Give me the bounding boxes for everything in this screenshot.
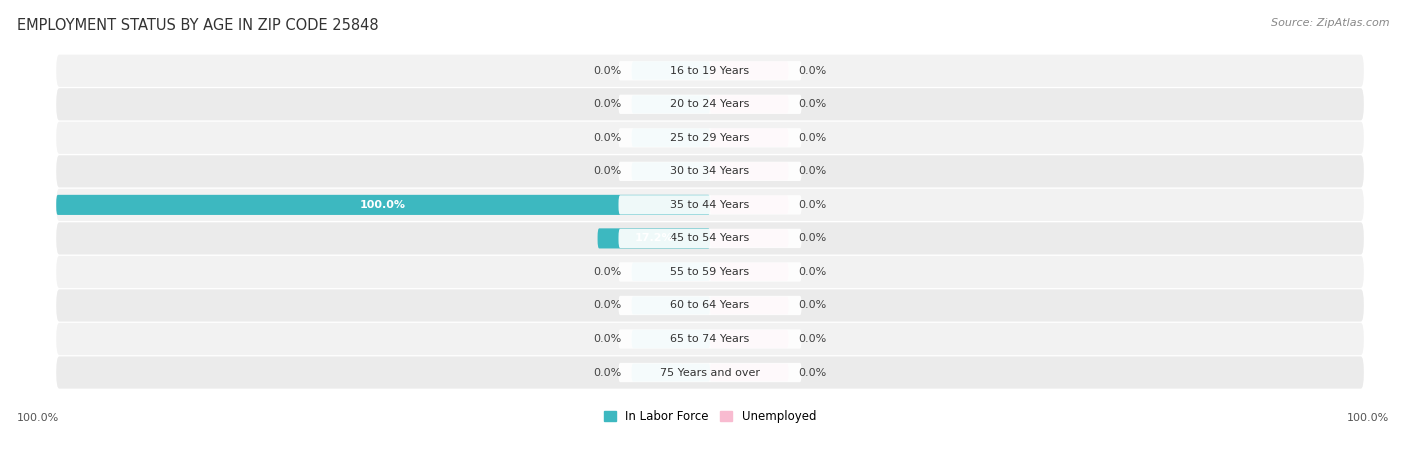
FancyBboxPatch shape bbox=[631, 162, 710, 180]
Text: 0.0%: 0.0% bbox=[593, 166, 621, 176]
Text: 0.0%: 0.0% bbox=[593, 301, 621, 310]
FancyBboxPatch shape bbox=[710, 230, 789, 248]
FancyBboxPatch shape bbox=[631, 330, 710, 348]
FancyBboxPatch shape bbox=[619, 296, 801, 315]
FancyBboxPatch shape bbox=[56, 289, 1364, 322]
Text: 16 to 19 Years: 16 to 19 Years bbox=[671, 66, 749, 76]
FancyBboxPatch shape bbox=[619, 329, 801, 349]
Text: 0.0%: 0.0% bbox=[593, 368, 621, 378]
Text: 100.0%: 100.0% bbox=[360, 200, 406, 210]
FancyBboxPatch shape bbox=[710, 263, 789, 281]
FancyBboxPatch shape bbox=[631, 129, 710, 147]
Text: 35 to 44 Years: 35 to 44 Years bbox=[671, 200, 749, 210]
Text: 0.0%: 0.0% bbox=[799, 133, 827, 143]
Text: 0.0%: 0.0% bbox=[593, 99, 621, 109]
Text: 0.0%: 0.0% bbox=[799, 66, 827, 76]
Text: 0.0%: 0.0% bbox=[799, 368, 827, 378]
FancyBboxPatch shape bbox=[631, 263, 710, 281]
Text: 25 to 29 Years: 25 to 29 Years bbox=[671, 133, 749, 143]
Text: 0.0%: 0.0% bbox=[799, 200, 827, 210]
FancyBboxPatch shape bbox=[710, 297, 789, 315]
Text: 0.0%: 0.0% bbox=[593, 334, 621, 344]
FancyBboxPatch shape bbox=[619, 363, 801, 382]
FancyBboxPatch shape bbox=[710, 129, 789, 147]
FancyBboxPatch shape bbox=[710, 330, 789, 348]
FancyBboxPatch shape bbox=[56, 222, 1364, 255]
Text: 0.0%: 0.0% bbox=[799, 267, 827, 277]
FancyBboxPatch shape bbox=[710, 196, 789, 214]
Text: 0.0%: 0.0% bbox=[799, 99, 827, 109]
Text: 0.0%: 0.0% bbox=[593, 66, 621, 76]
FancyBboxPatch shape bbox=[56, 323, 1364, 355]
Text: 0.0%: 0.0% bbox=[593, 133, 621, 143]
Text: 60 to 64 Years: 60 to 64 Years bbox=[671, 301, 749, 310]
Text: 0.0%: 0.0% bbox=[799, 234, 827, 243]
FancyBboxPatch shape bbox=[619, 94, 801, 114]
FancyBboxPatch shape bbox=[56, 54, 1364, 87]
Text: 30 to 34 Years: 30 to 34 Years bbox=[671, 166, 749, 176]
FancyBboxPatch shape bbox=[619, 61, 801, 81]
Text: 0.0%: 0.0% bbox=[593, 267, 621, 277]
FancyBboxPatch shape bbox=[598, 228, 710, 248]
FancyBboxPatch shape bbox=[56, 195, 710, 215]
FancyBboxPatch shape bbox=[619, 162, 801, 181]
Legend: In Labor Force, Unemployed: In Labor Force, Unemployed bbox=[599, 405, 821, 427]
FancyBboxPatch shape bbox=[56, 122, 1364, 154]
Text: 45 to 54 Years: 45 to 54 Years bbox=[671, 234, 749, 243]
FancyBboxPatch shape bbox=[56, 356, 1364, 389]
Text: 65 to 74 Years: 65 to 74 Years bbox=[671, 334, 749, 344]
FancyBboxPatch shape bbox=[619, 262, 801, 282]
FancyBboxPatch shape bbox=[710, 62, 789, 80]
FancyBboxPatch shape bbox=[619, 195, 801, 215]
FancyBboxPatch shape bbox=[56, 88, 1364, 121]
Text: 17.2%: 17.2% bbox=[634, 234, 673, 243]
Text: 100.0%: 100.0% bbox=[1347, 413, 1389, 423]
FancyBboxPatch shape bbox=[56, 189, 1364, 221]
FancyBboxPatch shape bbox=[56, 256, 1364, 288]
Text: EMPLOYMENT STATUS BY AGE IN ZIP CODE 25848: EMPLOYMENT STATUS BY AGE IN ZIP CODE 258… bbox=[17, 18, 378, 33]
Text: 0.0%: 0.0% bbox=[799, 166, 827, 176]
Text: 0.0%: 0.0% bbox=[799, 334, 827, 344]
FancyBboxPatch shape bbox=[631, 95, 710, 113]
FancyBboxPatch shape bbox=[631, 364, 710, 382]
FancyBboxPatch shape bbox=[631, 62, 710, 80]
FancyBboxPatch shape bbox=[710, 364, 789, 382]
Text: 20 to 24 Years: 20 to 24 Years bbox=[671, 99, 749, 109]
Text: 0.0%: 0.0% bbox=[799, 301, 827, 310]
FancyBboxPatch shape bbox=[710, 162, 789, 180]
Text: 100.0%: 100.0% bbox=[17, 413, 59, 423]
Text: 55 to 59 Years: 55 to 59 Years bbox=[671, 267, 749, 277]
FancyBboxPatch shape bbox=[56, 155, 1364, 188]
FancyBboxPatch shape bbox=[710, 95, 789, 113]
Text: 75 Years and over: 75 Years and over bbox=[659, 368, 761, 378]
FancyBboxPatch shape bbox=[619, 128, 801, 148]
FancyBboxPatch shape bbox=[619, 229, 801, 248]
FancyBboxPatch shape bbox=[631, 297, 710, 315]
Text: Source: ZipAtlas.com: Source: ZipAtlas.com bbox=[1271, 18, 1389, 28]
